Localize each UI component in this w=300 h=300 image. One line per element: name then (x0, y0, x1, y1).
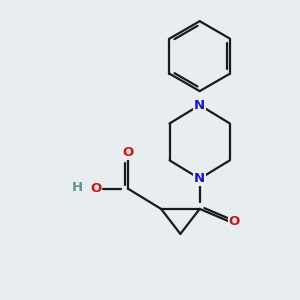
Text: H: H (72, 181, 83, 194)
Text: O: O (90, 182, 101, 195)
Text: O: O (122, 146, 134, 159)
Text: N: N (194, 172, 205, 185)
Text: O: O (229, 215, 240, 228)
Text: N: N (194, 99, 205, 112)
